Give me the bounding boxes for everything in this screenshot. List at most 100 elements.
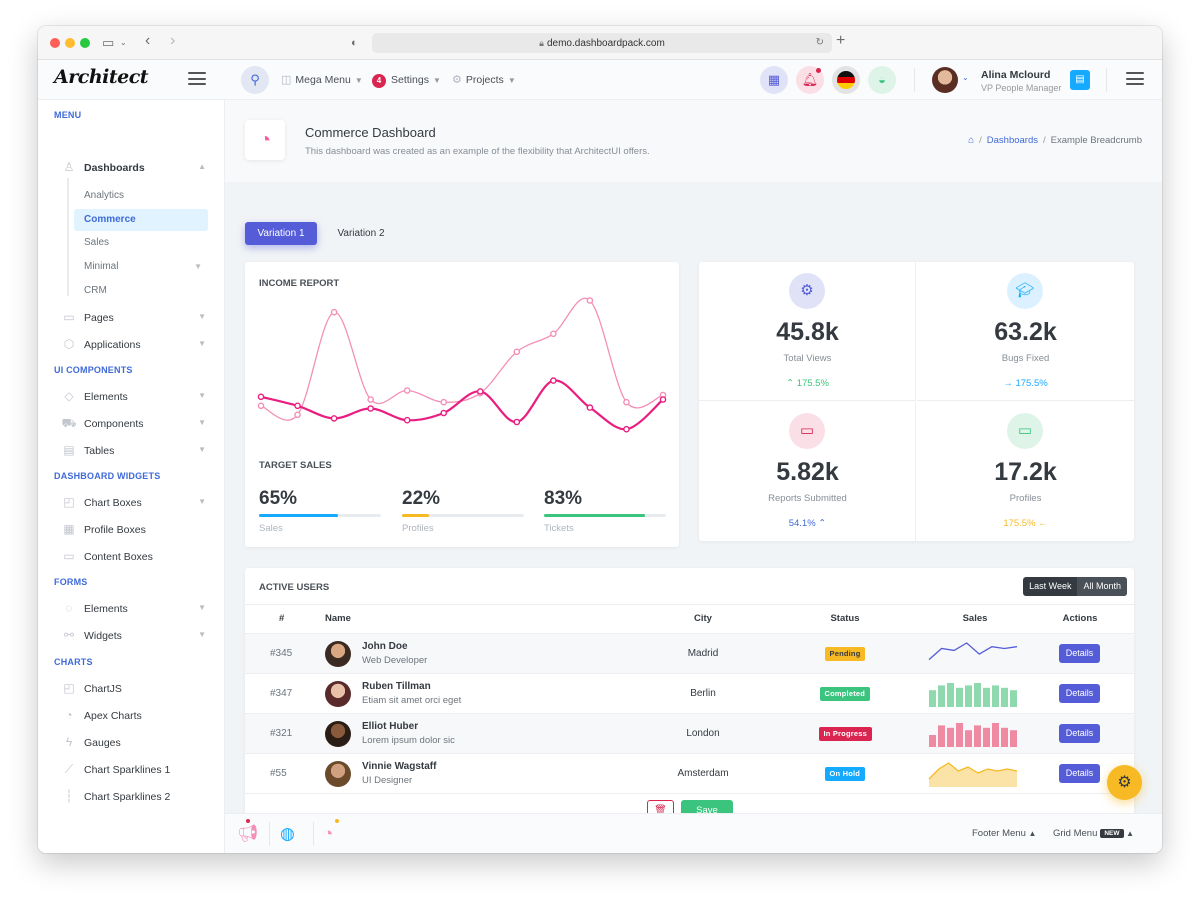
sidebar-toggle-chevron-icon[interactable]: ⌄ (120, 38, 127, 47)
avatar (325, 761, 351, 787)
income-series-2-point (550, 377, 557, 384)
chevron-up-icon: ▲ (1126, 829, 1135, 838)
grid-icon: ▦ (767, 72, 781, 87)
sidebar-item-chart-sparklines-1[interactable]: ⟋ Chart Sparklines 1 (54, 758, 210, 780)
sidebar-item-pages[interactable]: ▭ Pages ▼ (54, 306, 210, 328)
activity-button[interactable]: ◒ (868, 66, 896, 94)
sparkline-line (928, 642, 1018, 661)
url-text: demo.dashboardpack.com (546, 38, 665, 49)
sidebar-item-label: ChartJS (84, 683, 122, 695)
sidebar-item-chartjs[interactable]: ◰ ChartJS (54, 677, 210, 699)
address-bar[interactable]: 🔒︎ demo.dashboardpack.com ↻ (372, 33, 832, 53)
arrow-up-icon: ⌃ (786, 378, 797, 389)
tab-variation-1[interactable]: Variation 1 (245, 222, 317, 245)
arrow-right-icon: → (1003, 378, 1016, 389)
page-subtitle: This dashboard was created as an example… (305, 146, 650, 157)
target-tickets-value: 83% (544, 488, 583, 509)
forward-icon[interactable]: › (170, 32, 176, 49)
chevron-down-icon: ▼ (194, 262, 202, 271)
row-name: Ruben Tillman (362, 681, 431, 692)
minimize-window-button[interactable] (65, 38, 75, 48)
maximize-window-button[interactable] (80, 38, 90, 48)
sidebar-item-content-boxes[interactable]: ▭ Content Boxes (54, 545, 210, 567)
sidebar-item-chart-sparklines-2[interactable]: ┆ Chart Sparklines 2 (54, 785, 210, 807)
home-icon[interactable]: ⌂ (968, 135, 975, 146)
sidebar-item-profile-boxes[interactable]: ▦ Profile Boxes (54, 518, 210, 540)
close-window-button[interactable] (50, 38, 60, 48)
sidebar-sub-sales[interactable]: Sales (84, 237, 110, 248)
details-button[interactable]: Details (1059, 724, 1100, 743)
megaphone-icon[interactable]: 📢︎ (237, 824, 259, 843)
pie-chart-icon[interactable]: ◔ (323, 824, 334, 843)
row-description: Web Developer (362, 655, 428, 666)
sparkline-bar (992, 723, 999, 747)
trend-icon: ⟋ (64, 762, 74, 776)
sidebar-sub-minimal[interactable]: Minimal ▼ (74, 256, 208, 278)
filter-all-month-button[interactable]: All Month (1077, 577, 1127, 596)
calendar-button[interactable]: ▤ (1070, 70, 1090, 90)
stat-value: 17.2k (994, 458, 1057, 486)
sidebar-sub-analytics[interactable]: Analytics (84, 190, 125, 201)
app-header: Architect ⚲ ◫ Mega Menu ▼ 4 Settings ▼ ⚙ Proj… (38, 60, 1162, 100)
details-button[interactable]: Details (1059, 764, 1100, 783)
sales-sparkline (928, 762, 1018, 787)
sparkline-bar (1001, 687, 1008, 707)
sidebar-item-dashboards[interactable]: ♙ Dashboards ▲ (54, 156, 210, 178)
app-footer: 📢︎ ◍ ◔ Footer Menu ▲ Grid Menu NEW ▲ (225, 813, 1162, 853)
user-menu-chevron-icon[interactable]: ⌄ (962, 73, 969, 82)
sparkline-bar (992, 685, 999, 707)
sidebar-item-widgets[interactable]: ⚯ Widgets ▼ (54, 624, 210, 646)
nav-projects[interactable]: ⚙ Projects ▼ (452, 73, 516, 88)
logo: Architect (54, 66, 149, 88)
user-role: VP People Manager (981, 83, 1062, 93)
sidebar-toggle-icon[interactable]: ▭ (102, 35, 115, 50)
sidebar-item-applications[interactable]: ⬡ Applications ▼ (54, 333, 210, 355)
details-button[interactable]: Details (1059, 684, 1100, 703)
search-button[interactable]: ⚲ (241, 66, 269, 94)
sidebar-item-apex-charts[interactable]: ◔ Apex Charts (54, 704, 210, 726)
sidebar-item-gauges[interactable]: ϟ Gauges (54, 731, 210, 753)
back-icon[interactable]: ‹ (145, 32, 151, 49)
language-button[interactable] (832, 66, 860, 94)
row-city: Amsterdam (677, 768, 729, 779)
sidebar-item-label: Gauges (84, 737, 121, 749)
table-row: #55 Vinnie Wagstaff UI Designer Amsterdam On… (245, 753, 1134, 793)
sidebar-item-chart-boxes[interactable]: ◰ Chart Boxes ▼ (54, 491, 210, 513)
breadcrumb-dashboards[interactable]: Dashboards (986, 135, 1038, 146)
stat-trend-value: 175.5% (1015, 378, 1048, 389)
sidebar-sub-crm[interactable]: CRM (84, 285, 107, 296)
sidebar-item-tables[interactable]: ▤ Tables ▼ (54, 439, 210, 461)
sidebar-item-form-elements[interactable]: ◌ Elements ▼ (54, 597, 210, 619)
income-series-2-point (659, 396, 667, 403)
target-profiles-value: 22% (402, 488, 441, 509)
sidebar-collapse-icon[interactable] (188, 72, 206, 85)
shield-icon[interactable]: ◐ (351, 37, 358, 49)
mountain-icon: ◒ (878, 72, 886, 87)
user-avatar[interactable] (932, 67, 958, 93)
chevron-down-icon: ▼ (198, 339, 206, 348)
notifications-button[interactable]: 🔔︎ (796, 66, 824, 94)
sidebar-item-components[interactable]: ⛟ Components ▼ (54, 412, 210, 434)
tab-variation-2[interactable]: Variation 2 (337, 228, 385, 239)
new-tab-icon[interactable]: + (836, 32, 846, 49)
reload-icon[interactable]: ↻ (815, 37, 824, 48)
sparkline-area (929, 763, 1017, 787)
globe-icon[interactable]: ◍ (280, 824, 295, 843)
sidebar-sub-commerce[interactable]: Commerce (74, 209, 208, 231)
row-name: Vinnie Wagstaff (362, 761, 437, 772)
filter-last-week-button[interactable]: Last Week (1029, 581, 1072, 591)
theme-settings-button[interactable]: ⚙ (1107, 765, 1142, 800)
income-series-1-point (550, 330, 557, 338)
grid-menu-link[interactable]: Grid Menu NEW ▲ (1053, 828, 1134, 839)
mobile-menu-icon[interactable] (1126, 72, 1144, 85)
details-button[interactable]: Details (1059, 644, 1100, 663)
footer-menu-link[interactable]: Footer Menu ▲ (972, 828, 1036, 839)
target-tickets-label: Tickets (544, 523, 574, 534)
apps-grid-button[interactable]: ▦ (760, 66, 788, 94)
sidebar-item-elements[interactable]: ◇ Elements ▼ (54, 385, 210, 407)
sparkline-bar (929, 690, 936, 707)
nav-settings[interactable]: 4 Settings ▼ (372, 73, 441, 88)
footer-notification-dot (335, 819, 339, 823)
nav-mega-menu[interactable]: ◫ Mega Menu ▼ (281, 73, 363, 88)
display-icon: ▭ (63, 549, 75, 563)
